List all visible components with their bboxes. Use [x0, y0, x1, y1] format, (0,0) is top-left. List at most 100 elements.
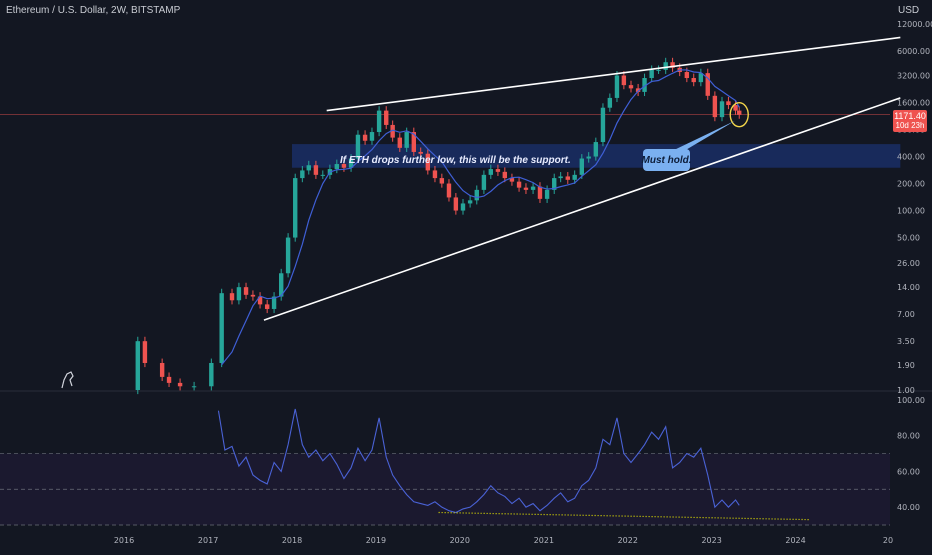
candle-body [348, 158, 354, 168]
candle-body [509, 178, 515, 182]
candle-body [285, 237, 291, 274]
time-tick-label: 2017 [198, 536, 218, 545]
price-tick-label: 14.00 [897, 283, 920, 292]
candle-body [250, 294, 256, 297]
candle-body [656, 69, 661, 71]
candle-body [537, 186, 543, 199]
candle-body [698, 73, 704, 83]
candle-body [271, 296, 277, 309]
candle-body [593, 142, 599, 157]
candle-body [481, 174, 487, 190]
candle-body [432, 170, 438, 179]
price-tick-label: 400.00 [897, 153, 925, 162]
time-tick-label: 2023 [701, 536, 721, 545]
candle-body [600, 107, 606, 143]
candle-body [229, 293, 235, 301]
candle-body [488, 169, 493, 175]
candle-body [733, 105, 738, 111]
price-tick-label: 26.00 [897, 259, 920, 268]
candle-body [607, 97, 613, 108]
candle-body [635, 88, 641, 92]
candle-body [439, 178, 445, 184]
price-tick-label: 1600.00 [897, 99, 930, 108]
time-tick-label: 2018 [282, 536, 302, 545]
candle-body [663, 62, 668, 70]
candle-body [460, 203, 466, 211]
rsi-line [217, 408, 740, 514]
price-tick-label: 200.00 [897, 180, 925, 189]
candle-body [313, 165, 319, 175]
time-tick-label: 2019 [366, 536, 386, 545]
candle-body [191, 386, 197, 388]
candle-body [362, 134, 368, 141]
candle-body [467, 200, 473, 204]
price-tick-label: 3.50 [897, 337, 915, 346]
current-price-tag: 1171.40 10d 23h [893, 110, 927, 132]
rsi-tick-label: 80.00 [897, 432, 920, 441]
candle-body [453, 197, 459, 211]
candle-body [166, 376, 172, 383]
candle-body [649, 69, 654, 79]
lower-trendline [263, 97, 901, 321]
candle-body [142, 341, 148, 363]
price-tick-label: 1.90 [897, 361, 915, 370]
time-tick-label: 2020 [450, 536, 470, 545]
candle-body [621, 75, 627, 86]
rsi-tick-label: 40.00 [897, 503, 920, 512]
candle-body [670, 62, 675, 68]
candle-body [516, 181, 522, 188]
candle-body [684, 72, 690, 79]
current-price-countdown: 10d 23h [895, 121, 925, 130]
currency-label: USD [898, 5, 920, 16]
candle-body [278, 273, 284, 297]
candle-body [334, 164, 340, 170]
upper-trendline [326, 36, 901, 112]
candle-body [384, 110, 389, 125]
candle-body [159, 362, 165, 377]
candle-body [691, 78, 696, 83]
candle-body [257, 296, 263, 305]
candle-body [425, 153, 431, 171]
chart-title: Ethereum / U.S. Dollar, 2W, BITSTAMP [6, 5, 181, 16]
tradingview-logo-icon [61, 371, 74, 389]
candle-body [705, 73, 710, 96]
candle-body [209, 362, 214, 387]
rsi-tick-label: 100.00 [897, 396, 925, 405]
must-hold-text: Must hold. [641, 154, 692, 166]
callout-pointer [672, 120, 736, 151]
candle-body [264, 304, 270, 309]
candle-body [614, 75, 620, 98]
candle-body [502, 171, 508, 179]
must-hold-marker [729, 101, 749, 128]
price-tick-label: 7.00 [897, 310, 915, 319]
candle-body [341, 164, 347, 168]
candle-body [369, 132, 375, 141]
candle-body [572, 174, 577, 180]
candle-body [530, 186, 536, 190]
candle-body [219, 293, 224, 363]
time-tick-label: 2022 [618, 536, 638, 545]
rsi-tick-label: 60.00 [897, 467, 920, 476]
support-zone-note: If ETH drops further low, this will be t… [340, 155, 571, 166]
candle-body [390, 124, 395, 138]
price-tick-label: 100.00 [897, 207, 925, 216]
time-tick-label: 2021 [534, 536, 554, 545]
price-tick-label: 6000.00 [897, 47, 930, 56]
current-price-value: 1171.40 [894, 111, 926, 121]
candle-body [355, 134, 361, 159]
candle-body [544, 189, 550, 199]
candle-body [474, 189, 479, 201]
candle-body [411, 132, 417, 152]
price-tick-label: 1.00 [897, 386, 915, 395]
candle-body [579, 158, 585, 175]
candle-body [552, 178, 557, 190]
candle-body [558, 176, 563, 179]
price-tick-label: 12000.00 [897, 20, 932, 29]
candle-body [293, 178, 298, 238]
time-tick-label: 2016 [114, 536, 134, 545]
candle-body [628, 85, 634, 89]
time-tick-label: 20 [883, 536, 893, 545]
candle-body [320, 174, 325, 176]
